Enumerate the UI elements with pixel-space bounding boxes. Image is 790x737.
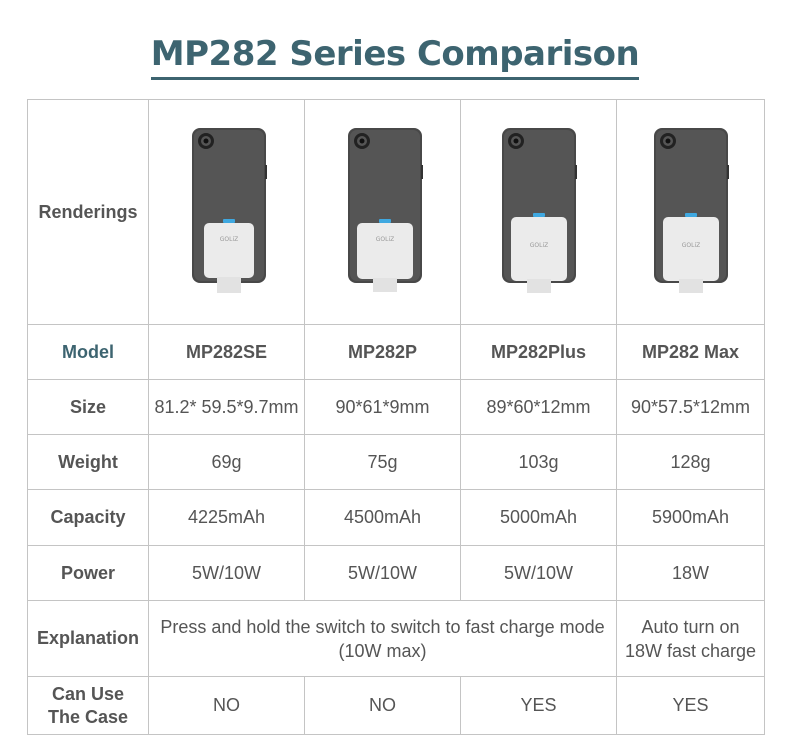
renderings-row: Renderings GOLiZ <box>27 99 765 325</box>
rendering-cell-mp282max: GOLiZ <box>616 99 765 325</box>
page-title-text: MP282 Series Comparison <box>150 33 640 80</box>
weight-value: 128g <box>616 434 765 490</box>
explanation-shared-line2: (10W max) <box>338 640 427 661</box>
power-value: 5W/10W <box>148 545 305 601</box>
row-label-capacity: Capacity <box>27 489 149 546</box>
size-value: 89*60*12mm <box>460 379 617 435</box>
phone-with-power-bank-image: GOLiZ <box>502 128 577 293</box>
phone-with-power-bank-image: GOLiZ <box>654 128 729 293</box>
power-value: 5W/10W <box>304 545 461 601</box>
rendering-cell-mp282se: GOLiZ <box>148 99 305 325</box>
explanation-shared: Press and hold the switch to switch to f… <box>148 600 617 677</box>
capacity-value: 5900mAh <box>616 489 765 546</box>
weight-value: 103g <box>460 434 617 490</box>
model-row: Model MP282SE MP282P MP282Plus MP282 Max <box>27 324 765 380</box>
model-value: MP282SE <box>148 324 305 380</box>
power-value: 18W <box>616 545 765 601</box>
power-row: Power 5W/10W 5W/10W 5W/10W 18W <box>27 545 765 601</box>
row-label-power: Power <box>27 545 149 601</box>
explanation-max-line2: 18W fast charge <box>624 640 757 661</box>
row-label-explanation: Explanation <box>27 600 149 677</box>
rendering-cell-mp282plus: GOLiZ <box>460 99 617 325</box>
weight-row: Weight 69g 75g 103g 128g <box>27 434 765 490</box>
row-label-weight: Weight <box>27 434 149 490</box>
capacity-value: 4225mAh <box>148 489 305 546</box>
brand-logo: GOLiZ <box>682 242 701 249</box>
weight-value: 75g <box>304 434 461 490</box>
explanation-row: Explanation Press and hold the switch to… <box>27 600 765 677</box>
model-value: MP282Plus <box>460 324 617 380</box>
row-label-model: Model <box>27 324 149 380</box>
explanation-max: Auto turn on 18W fast charge <box>616 600 765 677</box>
capacity-row: Capacity 4225mAh 4500mAh 5000mAh 5900mAh <box>27 489 765 546</box>
can-use-case-value: YES <box>616 676 765 735</box>
row-label-size: Size <box>27 379 149 435</box>
row-label-can-use-line2: The Case <box>47 706 129 727</box>
can-use-case-row: Can Use The Case NO NO YES YES <box>27 676 765 735</box>
size-value: 81.2* 59.5*9.7mm <box>148 379 305 435</box>
can-use-case-value: NO <box>304 676 461 735</box>
page-title: MP282 Series Comparison <box>0 33 790 80</box>
explanation-shared-line1: Press and hold the switch to switch to f… <box>160 616 605 637</box>
power-value: 5W/10W <box>460 545 617 601</box>
row-label-can-use-case: Can Use The Case <box>27 676 149 735</box>
phone-with-power-bank-image: GOLiZ <box>348 128 423 292</box>
brand-logo: GOLiZ <box>530 242 549 249</box>
comparison-table: Renderings GOLiZ <box>27 99 765 735</box>
size-value: 90*57.5*12mm <box>616 379 765 435</box>
capacity-value: 5000mAh <box>460 489 617 546</box>
capacity-value: 4500mAh <box>304 489 461 546</box>
rendering-cell-mp282p: GOLiZ <box>304 99 461 325</box>
can-use-case-value: NO <box>148 676 305 735</box>
row-label-renderings: Renderings <box>27 99 149 325</box>
brand-logo: GOLiZ <box>376 236 395 243</box>
can-use-case-value: YES <box>460 676 617 735</box>
size-value: 90*61*9mm <box>304 379 461 435</box>
phone-with-power-bank-image: GOLiZ <box>192 128 267 293</box>
brand-logo: GOLiZ <box>220 236 239 243</box>
explanation-max-line1: Auto turn on <box>641 616 740 637</box>
model-value: MP282P <box>304 324 461 380</box>
model-value: MP282 Max <box>616 324 765 380</box>
row-label-can-use-line1: Can Use <box>51 683 125 704</box>
weight-value: 69g <box>148 434 305 490</box>
size-row: Size 81.2* 59.5*9.7mm 90*61*9mm 89*60*12… <box>27 379 765 435</box>
